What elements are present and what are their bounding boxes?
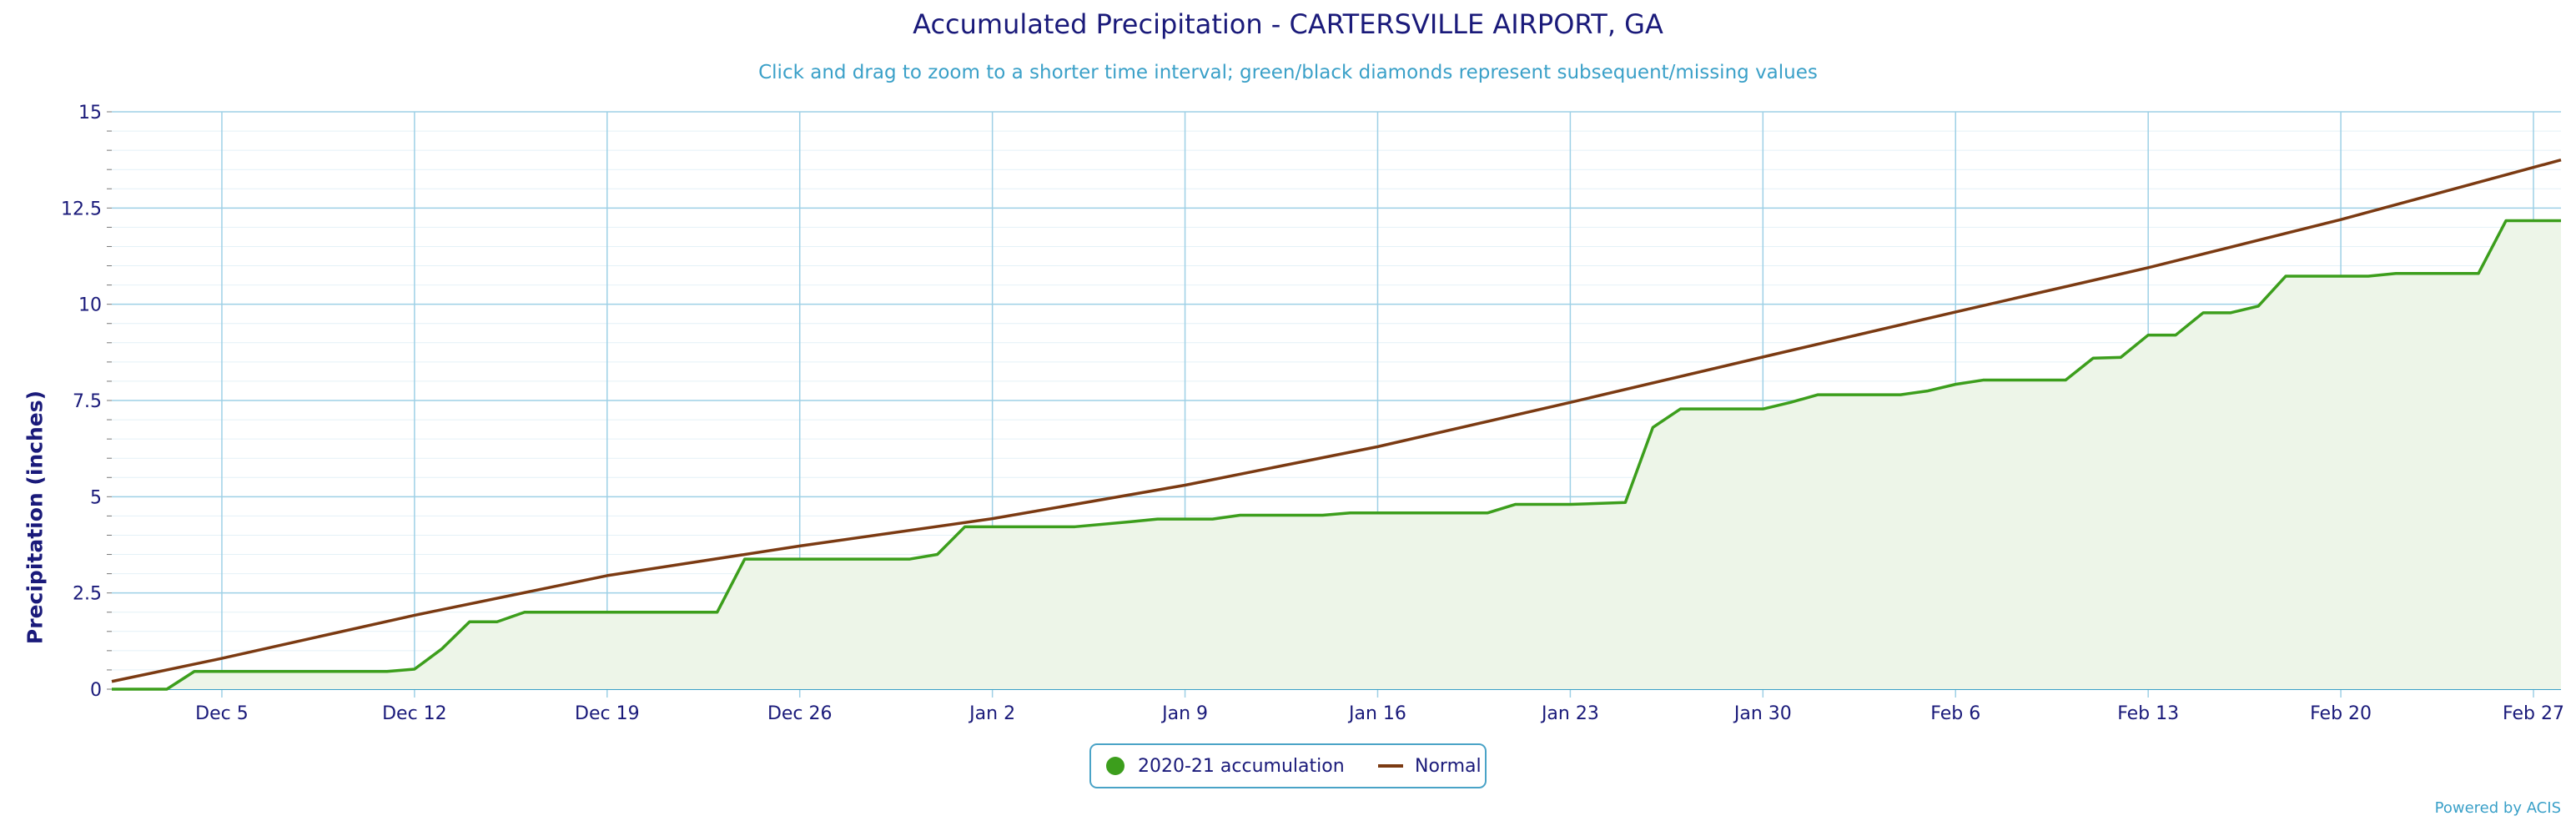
legend-accumulation-label: 2020-21 accumulation — [1138, 755, 1345, 777]
y-tick-label: 10 — [78, 295, 102, 316]
y-tick-label: 7.5 — [73, 391, 102, 412]
x-tick-label: Dec 19 — [575, 703, 640, 724]
legend-item-normal[interactable]: Normal — [1378, 745, 1482, 787]
series-line-normal — [111, 158, 2562, 683]
y-tick-label: 12.5 — [61, 199, 102, 219]
x-tick-label: Jan 2 — [968, 703, 1015, 724]
legend: 2020-21 accumulation Normal — [1089, 743, 1487, 788]
x-tick-label: Dec 12 — [382, 703, 447, 724]
x-tick-label: Jan 23 — [1540, 703, 1599, 724]
series-lines — [111, 158, 2562, 691]
x-tick-label: Dec 5 — [195, 703, 249, 724]
legend-normal-label: Normal — [1415, 755, 1482, 777]
series-line-accumulation — [112, 219, 2561, 691]
chart-title: Accumulated Precipitation - CARTERSVILLE… — [913, 8, 1663, 40]
accumulation-area — [112, 220, 2561, 689]
x-tick-label: Jan 30 — [1733, 703, 1792, 724]
legend-item-accumulation[interactable]: 2020-21 accumulation — [1106, 745, 1345, 787]
y-axis-ticks: 0 2.5 5 7.5 10 12.5 15 — [61, 103, 102, 701]
legend-normal-marker — [1378, 764, 1403, 768]
y-axis-label: Precipitation (inches) — [23, 390, 48, 645]
accumulation-area-fill — [112, 220, 2561, 689]
x-tick-label: Feb 6 — [1930, 703, 1980, 724]
y-tick-label: 15 — [78, 103, 102, 123]
chart-subtitle: Click and drag to zoom to a shorter time… — [758, 62, 1818, 83]
y-tick-label: 5 — [90, 487, 102, 508]
acis-credit-link[interactable]: Powered by ACIS — [2434, 799, 2561, 817]
x-tick-label: Feb 13 — [2117, 703, 2179, 724]
x-tick-label: Jan 16 — [1347, 703, 1406, 724]
x-tick-label: Jan 9 — [1160, 703, 1208, 724]
y-tick-label: 0 — [90, 680, 102, 701]
x-axis-ticks: Dec 5 Dec 12 Dec 19 Dec 26 Jan 2 Jan 9 Jan 16 J… — [195, 703, 2564, 724]
y-tick-label: 2.5 — [73, 584, 102, 605]
legend-accumulation-marker — [1106, 757, 1124, 775]
x-tick-label: Feb 20 — [2310, 703, 2372, 724]
x-tick-label: Feb 27 — [2503, 703, 2564, 724]
x-tick-label: Dec 26 — [767, 703, 833, 724]
